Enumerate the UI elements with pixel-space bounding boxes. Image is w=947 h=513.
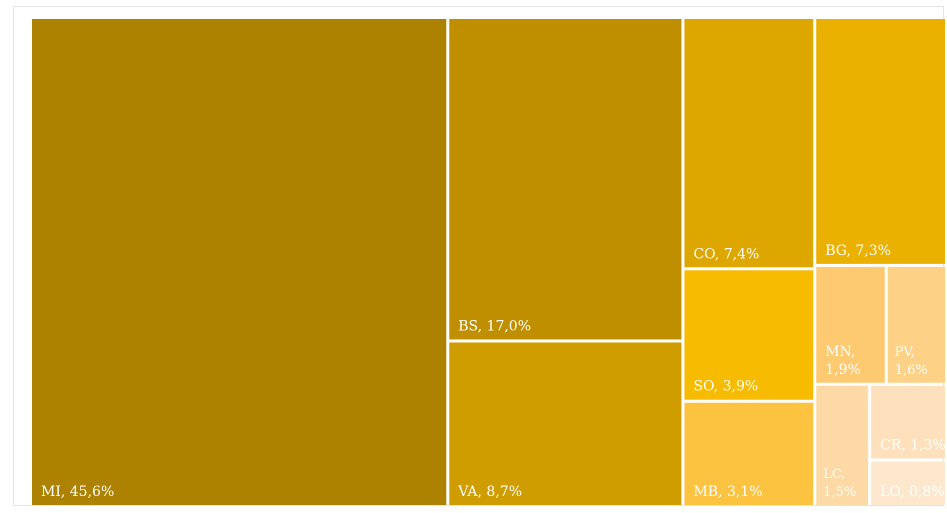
tile-bg: BG, 7,3%: [816, 19, 945, 264]
tile-mn: MN, 1,9%: [816, 266, 885, 383]
tile-label-cr: CR, 1,3%: [880, 437, 946, 453]
tile-label-bs: BS, 17,0%: [458, 318, 531, 334]
tile-label-va: VA, 8,7%: [457, 484, 522, 500]
tile-label-lc: LC, 1,5%: [823, 467, 856, 500]
tile-cr: CR, 1,3%: [871, 385, 946, 459]
tile-label-co: CO, 7,4%: [693, 246, 759, 262]
tile-rect-lo: [871, 461, 945, 505]
tile-label-pv: PV, 1,6%: [895, 345, 928, 378]
tile-rect-pv: [887, 266, 945, 383]
tile-pv: PV, 1,6%: [887, 266, 945, 383]
tile-mb: MB, 3,1%: [684, 402, 814, 505]
tile-label-mi: MI, 45,6%: [41, 484, 114, 500]
tile-rect-co: [684, 19, 814, 268]
tile-rect-lc: [816, 385, 869, 505]
tile-label-mn: MN, 1,9%: [825, 344, 861, 378]
tile-rect-bg: [816, 19, 945, 264]
tile-bs: BS, 17,0%: [449, 19, 682, 340]
tile-so: SO, 3,9%: [684, 270, 814, 400]
tile-lc: LC, 1,5%: [816, 385, 869, 505]
tile-rect-va: [449, 342, 682, 505]
tile-lo: LO, 0,8%: [871, 461, 945, 505]
tile-mi: MI, 45,6%: [32, 19, 447, 505]
tile-label-mb: MB, 3,1%: [693, 484, 762, 500]
tile-rect-mn: [816, 266, 885, 383]
tile-co: CO, 7,4%: [684, 19, 814, 268]
tile-rect-mi: [32, 19, 447, 505]
tile-rect-bs: [449, 19, 682, 340]
tile-va: VA, 8,7%: [449, 342, 682, 505]
tile-rect-so: [684, 270, 814, 400]
tile-label-bg: BG, 7,3%: [825, 243, 891, 259]
tile-rect-cr: [871, 385, 945, 459]
tile-label-lo: LO, 0,8%: [880, 484, 944, 500]
tile-rect-mb: [684, 402, 814, 505]
tile-label-so: SO, 3,9%: [693, 379, 758, 395]
